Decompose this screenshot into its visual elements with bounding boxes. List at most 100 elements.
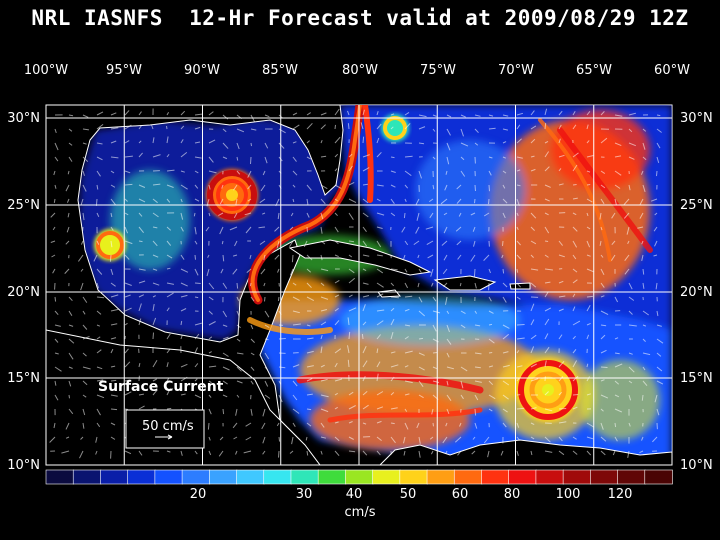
velocity-vector [68,156,73,162]
velocity-vector [637,226,644,229]
velocity-vector [483,212,490,217]
velocity-vector [544,281,551,284]
velocity-vector [138,240,143,243]
velocity-vector [110,226,114,231]
velocity-vector [600,184,606,189]
velocity-vector [362,136,365,144]
velocity-vector [264,366,268,371]
velocity-vector [320,112,327,116]
velocity-vector [544,360,547,368]
velocity-vector [250,338,255,343]
velocity-vector [418,126,426,130]
velocity-vector [474,114,481,117]
velocity-vector [460,324,466,329]
velocity-vector [472,436,476,440]
velocity-vector [362,183,368,186]
velocity-vector [558,295,566,298]
velocity-vector [376,436,382,441]
velocity-vector [138,198,146,203]
lon-label: 75°W [420,63,456,78]
velocity-vector [390,422,395,425]
velocity-vector [264,142,269,149]
velocity-vector [390,170,396,173]
velocity-vector [68,114,74,117]
colorbar-swatch [535,469,564,485]
velocity-vector [348,421,353,424]
velocity-vector [530,450,533,456]
velocity-vector [442,436,448,444]
velocity-vector [194,198,200,202]
velocity-vector [600,379,605,382]
velocity-vector [600,111,605,116]
velocity-vector [460,366,468,372]
velocity-vector [110,198,116,206]
velocity-vector [558,138,561,144]
velocity-vector [474,184,476,192]
velocity-vector [152,154,161,158]
velocity-vector [124,379,131,382]
colorbar-tick: 40 [346,487,363,502]
velocity-vector [124,294,131,298]
velocity-vector [362,360,368,368]
velocity-vector [458,212,462,217]
velocity-vector [642,380,648,387]
velocity-vector [516,112,524,116]
velocity-vector [138,212,143,217]
velocity-vector [404,282,409,289]
velocity-vector [599,212,602,220]
velocity-vector [82,336,90,340]
velocity-vector [516,184,521,187]
velocity-vector [96,310,102,315]
velocity-vector [110,394,118,397]
velocity-vector [235,198,238,205]
velocity-vector [54,394,59,401]
velocity-vector [180,268,189,273]
velocity-vector [530,334,537,340]
velocity-vector [516,169,521,172]
velocity-vector [124,361,131,368]
velocity-vector [474,394,479,401]
velocity-vector [502,141,507,144]
velocity-vector [642,338,646,342]
velocity-vector [376,240,382,248]
colorbar-swatch [290,469,319,485]
velocity-vector [259,240,266,245]
velocity-vector [194,378,198,382]
velocity-vector [138,268,146,271]
velocity-vector [502,380,510,386]
velocity-vector [558,110,563,116]
velocity-vector [222,394,228,398]
velocity-vector [222,352,229,357]
velocity-vector [516,254,522,260]
velocity-vector [110,140,117,144]
velocity-vector [250,408,253,416]
velocity-vector [180,320,183,326]
land [46,105,672,465]
colorbar-swatch [345,469,374,485]
velocity-vector [54,380,57,386]
velocity-vector [54,184,57,189]
colorbar-ticks: 20 30 40 50 60 80 100 120 [190,487,633,502]
velocity-vector [446,156,450,165]
velocity-vector [530,363,537,368]
velocity-vector [586,140,590,144]
velocity-vector [362,345,367,354]
velocity-vector [320,254,323,261]
velocity-vector [614,142,622,147]
velocity-vector [624,268,630,275]
velocity-vector [54,338,59,343]
velocity-vector [194,268,199,276]
velocity-vector [516,422,520,428]
velocity-vector [278,366,286,369]
velocity-vector [110,112,117,116]
velocity-vector [654,240,658,247]
velocity-vector [502,282,508,288]
velocity-vector [623,212,630,219]
velocity-vector [656,114,661,117]
velocity-vector [558,124,562,130]
velocity-vector [138,405,145,410]
velocity-vector [180,212,184,220]
velocity-vector [218,450,224,457]
velocity-vector [291,254,294,263]
velocity-vector [306,350,314,354]
